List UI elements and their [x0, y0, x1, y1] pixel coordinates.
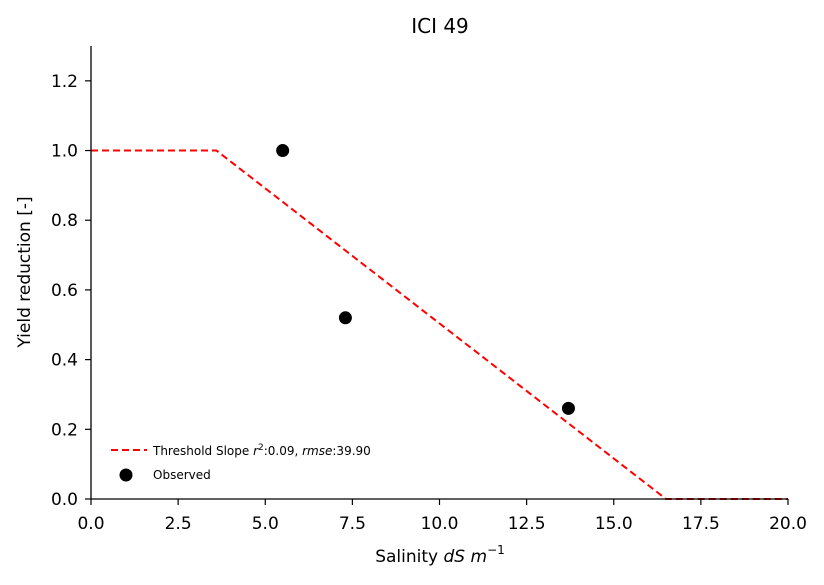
plot-area [91, 144, 788, 500]
x-axis-label-unit: dS m [444, 547, 488, 567]
x-ticks: 0.0 2.5 5.0 7.5 10.0 12.5 15.0 17.5 20.0 [77, 499, 807, 534]
x-tick-label: 2.5 [165, 514, 192, 534]
chart-title: ICI 49 [411, 14, 469, 38]
legend-observed-swatch [119, 468, 133, 482]
x-tick-label: 15.0 [595, 514, 633, 534]
observed-point [338, 311, 352, 325]
legend-threshold-label: Threshold Slope r2:0.09, rmse:39.90 [152, 443, 371, 458]
legend-observed-label: Observed [153, 468, 211, 482]
observed-point [276, 144, 290, 158]
legend-rmse-value: :39.90 [332, 444, 370, 458]
x-tick-label: 0.0 [77, 514, 104, 534]
y-ticks: 0.0 0.2 0.4 0.6 0.8 1.0 1.2 [51, 72, 91, 510]
legend: Threshold Slope r2:0.09, rmse:39.90 Obse… [111, 443, 371, 482]
y-tick-label: 0.8 [51, 211, 78, 231]
y-tick-label: 0.6 [51, 281, 78, 301]
legend-r-value: :0.09, [264, 444, 302, 458]
x-tick-label: 7.5 [339, 514, 366, 534]
x-tick-label: 10.0 [421, 514, 459, 534]
x-axis-label: Salinity dS m−1 [375, 543, 505, 567]
legend-threshold-prefix: Threshold Slope [152, 444, 253, 458]
y-tick-label: 1.2 [51, 72, 78, 92]
x-tick-label: 17.5 [682, 514, 720, 534]
x-axis-label-exponent: −1 [487, 543, 505, 557]
legend-rmse-label: rmse [302, 444, 332, 458]
legend-r-sup: 2 [258, 443, 264, 453]
x-tick-label: 5.0 [252, 514, 279, 534]
legend-r-label: r [253, 444, 259, 458]
y-tick-label: 0.0 [51, 490, 78, 510]
y-tick-label: 0.2 [51, 420, 78, 440]
y-tick-label: 0.4 [51, 351, 78, 371]
threshold-slope-line [91, 149, 788, 500]
x-tick-label: 12.5 [508, 514, 546, 534]
y-axis-label: Yield reduction [-] [15, 196, 35, 348]
x-tick-label: 20.0 [769, 514, 807, 534]
y-tick-label: 1.0 [51, 142, 78, 162]
observed-point [561, 401, 575, 415]
x-axis-label-prefix: Salinity [375, 547, 443, 567]
